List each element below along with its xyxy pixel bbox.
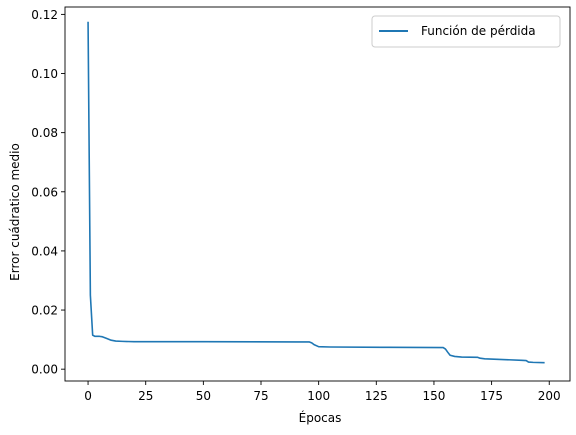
y-tick-label: 0.12 bbox=[31, 8, 58, 22]
x-tick-label: 75 bbox=[253, 389, 268, 403]
legend-box bbox=[371, 15, 561, 48]
y-tick-label: 0.10 bbox=[31, 67, 58, 81]
y-tick-label: 0.04 bbox=[31, 244, 58, 258]
x-axis-label: Épocas bbox=[299, 410, 342, 425]
x-tick-label: 150 bbox=[422, 389, 445, 403]
axes-frame bbox=[64, 6, 571, 382]
plot-area bbox=[64, 6, 571, 382]
x-tick-label: 175 bbox=[480, 389, 503, 403]
x-tick-label: 100 bbox=[307, 389, 330, 403]
x-axis-ticks: 0 25 50 75 100 125 150 175 200 bbox=[84, 381, 561, 403]
series-line-0 bbox=[87, 21, 545, 364]
legend-series-label: Función de pérdida bbox=[421, 24, 536, 38]
x-tick-label: 50 bbox=[196, 389, 211, 403]
y-tick-label: 0.02 bbox=[31, 304, 58, 318]
x-tick-label: 25 bbox=[138, 389, 153, 403]
x-tick-label: 125 bbox=[365, 389, 388, 403]
legend: Función de pérdida bbox=[371, 15, 561, 48]
y-axis-label: Error cuádratico medio bbox=[8, 143, 22, 281]
x-tick-label: 0 bbox=[84, 389, 92, 403]
y-tick-label: 0.00 bbox=[31, 363, 58, 377]
y-tick-label: 0.08 bbox=[31, 126, 58, 140]
y-tick-label: 0.06 bbox=[31, 185, 58, 199]
x-tick-label: 200 bbox=[538, 389, 561, 403]
y-axis-ticks: 0.00 0.02 0.04 0.06 0.08 0.10 0.12 bbox=[31, 8, 65, 377]
